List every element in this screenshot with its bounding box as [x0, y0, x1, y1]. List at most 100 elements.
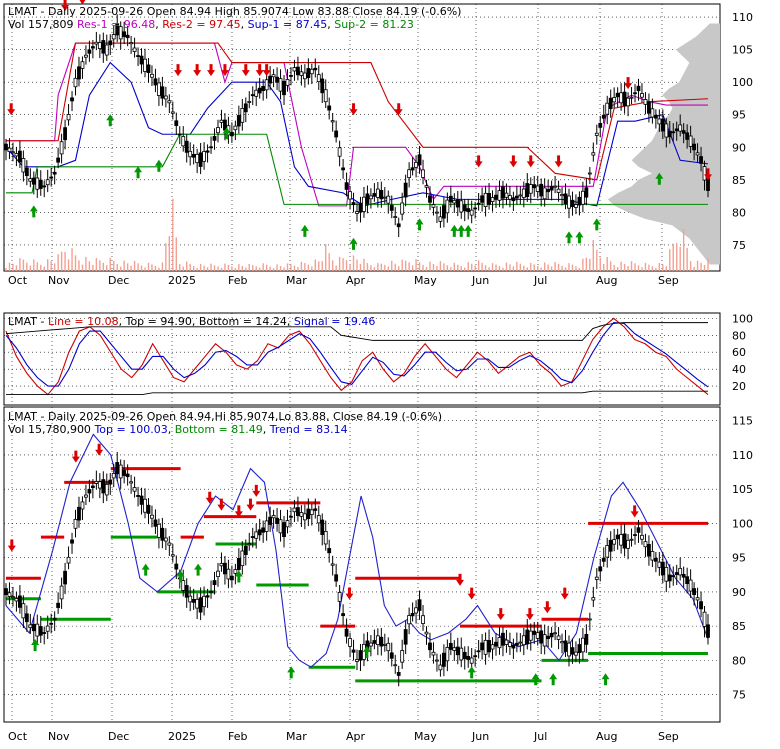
- candle-body: [542, 187, 547, 200]
- candle-body: [622, 91, 627, 107]
- candle-body: [553, 185, 557, 188]
- candle-body: [445, 647, 450, 662]
- legend-part-7: Sup-2 = 81.23: [334, 18, 414, 31]
- candle-body: [640, 93, 644, 98]
- candle-body: [657, 118, 662, 125]
- candle-body: [52, 617, 57, 621]
- candle-body: [337, 147, 342, 157]
- candle-body: [195, 598, 200, 609]
- candle-body: [240, 107, 245, 123]
- volume-bars: [5, 198, 709, 271]
- candle-body: [494, 641, 498, 647]
- candle-body: [136, 495, 140, 497]
- candle-body: [174, 563, 179, 570]
- candle-body: [264, 79, 269, 91]
- buy-arrow: [564, 231, 573, 244]
- candle-body: [553, 632, 557, 635]
- buy-arrow: [601, 673, 610, 686]
- candle-body: [535, 632, 540, 639]
- candle-body: [143, 498, 147, 513]
- candle-body: [504, 639, 509, 645]
- sell-arrow: [174, 64, 183, 77]
- candle-body: [90, 46, 95, 49]
- candle-body: [139, 55, 144, 65]
- candle-body: [226, 568, 231, 580]
- candle-body: [129, 481, 134, 484]
- candle-body: [438, 216, 443, 222]
- candle-body: [49, 176, 54, 179]
- candle-body: [202, 595, 206, 608]
- candle-body: [414, 161, 418, 168]
- y-tick-label: 80: [732, 329, 746, 342]
- candle-body: [563, 640, 568, 652]
- candle-body: [417, 599, 422, 611]
- candle-body: [125, 34, 130, 39]
- sell-arrow: [394, 103, 403, 116]
- x-tick-label: Jul: [533, 274, 547, 287]
- buy-arrow: [549, 673, 558, 686]
- candle-body: [487, 640, 491, 653]
- candle-body: [650, 108, 655, 118]
- candle-body: [233, 569, 238, 574]
- candle-body: [150, 514, 154, 519]
- candle-body: [11, 151, 15, 154]
- candle-body: [188, 150, 193, 158]
- candle-body: [518, 641, 523, 644]
- candle-body: [21, 603, 26, 619]
- candle-body: [389, 204, 394, 211]
- buy-arrow: [467, 666, 476, 679]
- candle-body: [104, 483, 109, 496]
- buy-arrow: [222, 127, 231, 140]
- candle-body: [271, 515, 276, 519]
- buy-arrow: [194, 563, 203, 576]
- candle-body: [31, 623, 36, 632]
- candle-body: [647, 544, 651, 557]
- candle-body: [480, 195, 485, 203]
- sell-arrow: [630, 505, 639, 518]
- candle-body: [490, 197, 495, 203]
- candle-body: [563, 193, 568, 205]
- candle-body: [542, 634, 547, 647]
- candle-body: [313, 508, 318, 511]
- candle-body: [601, 557, 606, 562]
- x-tick-label: May: [414, 730, 437, 743]
- candle-body: [622, 533, 627, 549]
- candle-body: [330, 120, 335, 123]
- sell-arrow: [79, 0, 86, 5]
- candle-body: [483, 639, 488, 655]
- candle-body: [539, 630, 544, 644]
- oscillator-panel: 100 80 60 40 20 LMAT - Line = 10.08, Top = 9…: [3, 312, 753, 406]
- candle-body: [108, 479, 113, 485]
- price-chart-legend: Vol 157,809 Res-1 = 96.48, Res-2 = 97.45…: [8, 18, 414, 31]
- candle-body: [601, 114, 606, 119]
- candle-body: [448, 195, 453, 203]
- candle-body: [118, 26, 123, 40]
- candle-body: [341, 167, 345, 171]
- candle-body: [459, 200, 464, 213]
- buy-arrow: [415, 218, 424, 231]
- candle-body: [574, 651, 578, 656]
- candle-body: [428, 642, 432, 651]
- candle-body: [382, 643, 387, 646]
- candle-body: [45, 625, 50, 632]
- price-x-axis: Oct Nov Dec 2025 Feb Mar Apr May Jun Jul Aug Sep: [8, 274, 679, 287]
- candle-body: [657, 561, 662, 568]
- candle-body: [198, 597, 203, 613]
- candle-body: [184, 585, 189, 598]
- candle-body: [379, 190, 384, 200]
- candle-body: [229, 575, 234, 581]
- candle-body: [66, 114, 71, 121]
- candle-body: [539, 183, 544, 197]
- candle-body: [706, 624, 710, 638]
- candle-body: [431, 204, 436, 208]
- candle-body: [243, 103, 248, 113]
- x-tick-label: Dec: [108, 730, 129, 743]
- candle-body: [45, 179, 50, 186]
- candle-body: [11, 596, 15, 599]
- sell-arrow: [207, 64, 216, 77]
- trend-y-axis: 115 110 105 100 95 90 85 80 75: [732, 415, 753, 702]
- candle-body: [653, 114, 658, 119]
- candle-body: [181, 136, 186, 147]
- x-tick-label: Feb: [228, 730, 247, 743]
- y-tick-label: 75: [732, 689, 746, 702]
